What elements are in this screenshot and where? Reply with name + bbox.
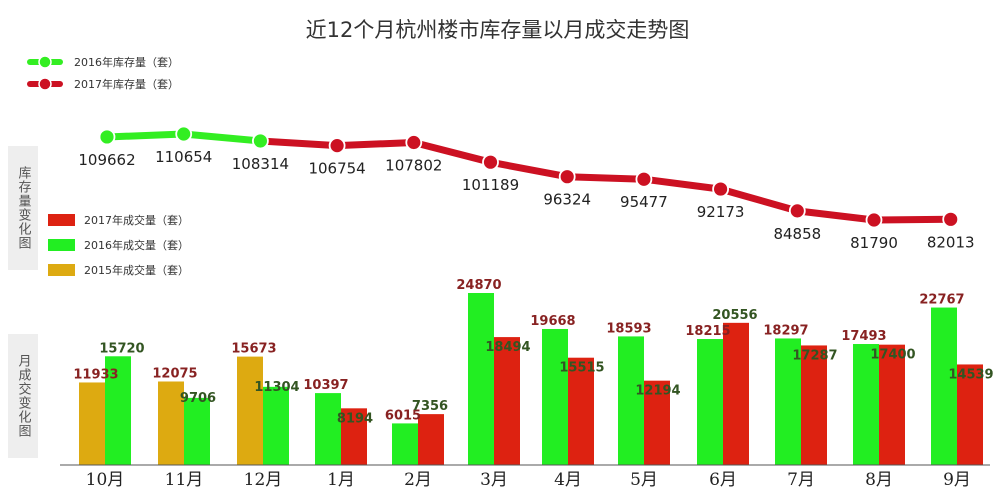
- deal-data-label: 24870: [456, 278, 501, 293]
- deal-legend-label: 2016年成交量（套）: [84, 238, 189, 252]
- deal-data-label: 12194: [635, 384, 680, 399]
- inventory-point-2: [175, 125, 193, 143]
- deal-2016-bar: [618, 336, 644, 465]
- inventory-side-label: 库存量变化图: [8, 146, 38, 270]
- deal-2016-bar: [931, 307, 957, 465]
- deal-2016-bar: [775, 338, 801, 465]
- deal-2016-bar: [392, 423, 418, 465]
- deal-data-label: 15515: [559, 361, 604, 376]
- deal-2016-bar: [697, 339, 723, 465]
- inventory-legend-label: 2017年库存量（套）: [74, 77, 179, 91]
- deal-2016-bar: [263, 386, 289, 465]
- month-tick-label: 5月: [630, 470, 658, 490]
- inventory-data-label: 110654: [155, 148, 212, 166]
- deal-2016-bar: [542, 328, 568, 465]
- deal-data-label: 15673: [231, 342, 276, 357]
- inventory-data-label: 84858: [773, 225, 821, 243]
- deal-2016-bar: [105, 356, 131, 465]
- deal-data-label: 7356: [412, 399, 448, 414]
- deal-data-label: 8194: [337, 411, 373, 426]
- deal-legend-label: 2017年成交量（套）: [84, 213, 189, 227]
- inventory-point-6: [482, 153, 499, 171]
- inventory-data-label: 107802: [385, 156, 442, 174]
- deal-2017-bar: [418, 414, 444, 465]
- inventory-point-1: [98, 128, 116, 146]
- month-tick-label: 11月: [165, 470, 204, 490]
- deal-2017-bar: [957, 364, 983, 465]
- inventory-legend-label: 2016年库存量（套）: [74, 55, 179, 69]
- deal-data-label: 18215: [685, 324, 730, 339]
- inventory-point-7: [558, 168, 576, 186]
- chart-title: 近12个月杭州楼市库存量以月成交走势图: [305, 18, 690, 42]
- deal-data-label: 12075: [152, 366, 197, 381]
- inventory-point-5: [405, 134, 423, 151]
- deal-data-label: 19668: [530, 314, 575, 329]
- inventory-data-label: 81790: [850, 234, 898, 252]
- deal-2017-bar: [801, 345, 827, 465]
- inventory-point-11: [865, 211, 883, 229]
- inventory-data-label: 95477: [620, 193, 668, 211]
- deal-data-label: 14539: [948, 367, 993, 382]
- inventory-point-8: [635, 170, 653, 188]
- inventory-point-4: [328, 137, 346, 155]
- deal-2017-bar: [341, 408, 367, 465]
- inventory-data-label: 109662: [78, 151, 135, 169]
- month-tick-label: 9月: [943, 470, 971, 490]
- inventory-data-label: 108314: [232, 155, 289, 173]
- deal-2015-bar: [158, 381, 184, 465]
- deal-2016-bar: [184, 397, 210, 465]
- inventory-data-label: 101189: [462, 176, 519, 194]
- deal-2016-bar: [315, 393, 341, 465]
- deal-data-label: 17287: [792, 348, 837, 363]
- inventory-point-3: [251, 132, 269, 150]
- deal-data-label: 9706: [180, 391, 216, 406]
- inventory-legend-marker-0: [38, 55, 52, 69]
- deal-2017-bar: [644, 380, 670, 465]
- inventory-data-label: 92173: [697, 203, 745, 221]
- month-tick-label: 4月: [554, 470, 582, 490]
- month-tick-label: 7月: [787, 470, 815, 490]
- month-tick-label: 6月: [709, 470, 737, 490]
- inventory-data-label: 82013: [927, 233, 975, 251]
- month-tick-label: 2月: [404, 470, 432, 490]
- deal-data-label: 15720: [99, 341, 144, 356]
- deal-2017-bar: [494, 337, 520, 465]
- deal-2017-bar: [723, 322, 749, 465]
- deal-legend-swatch-1: [48, 239, 75, 251]
- deal-data-label: 11304: [254, 380, 299, 395]
- month-tick-label: 12月: [244, 470, 283, 490]
- deal-data-label: 17400: [870, 348, 915, 363]
- deal-data-label: 11933: [73, 367, 118, 382]
- inventory-legend-marker-1: [38, 77, 52, 91]
- inventory-data-label: 96324: [543, 191, 591, 209]
- deal-2017-bar: [879, 344, 905, 465]
- deal-data-label: 18494: [485, 340, 530, 355]
- deal-data-label: 20556: [712, 308, 757, 323]
- month-tick-label: 8月: [865, 470, 893, 490]
- deal-data-label: 18593: [606, 321, 651, 336]
- deal-data-label: 6015: [385, 408, 421, 423]
- deal-data-label: 18297: [763, 323, 808, 338]
- month-tick-label: 3月: [480, 470, 508, 490]
- deal-legend-swatch-2: [48, 264, 75, 276]
- inventory-point-10: [788, 202, 806, 220]
- inventory-point-12: [942, 210, 960, 228]
- deal-data-label: 17493: [841, 329, 886, 344]
- deal-legend-swatch-0: [48, 214, 75, 226]
- deal-2015-bar: [79, 382, 105, 465]
- deal-data-label: 22767: [919, 293, 964, 308]
- inventory-point-9: [712, 180, 729, 198]
- deal-legend-label: 2015年成交量（套）: [84, 263, 189, 277]
- deal-data-label: 10397: [303, 378, 348, 393]
- month-tick-label: 10月: [86, 470, 125, 490]
- deal-2017-bar: [568, 357, 594, 465]
- deal-2016-bar: [853, 344, 879, 465]
- deals-side-label: 月成交变化图: [8, 334, 38, 458]
- deal-2016-bar: [468, 293, 494, 465]
- inventory-2017-line: [256, 137, 955, 224]
- inventory-data-label: 106754: [308, 160, 365, 178]
- month-tick-label: 1月: [327, 470, 355, 490]
- deal-2015-bar: [237, 356, 263, 465]
